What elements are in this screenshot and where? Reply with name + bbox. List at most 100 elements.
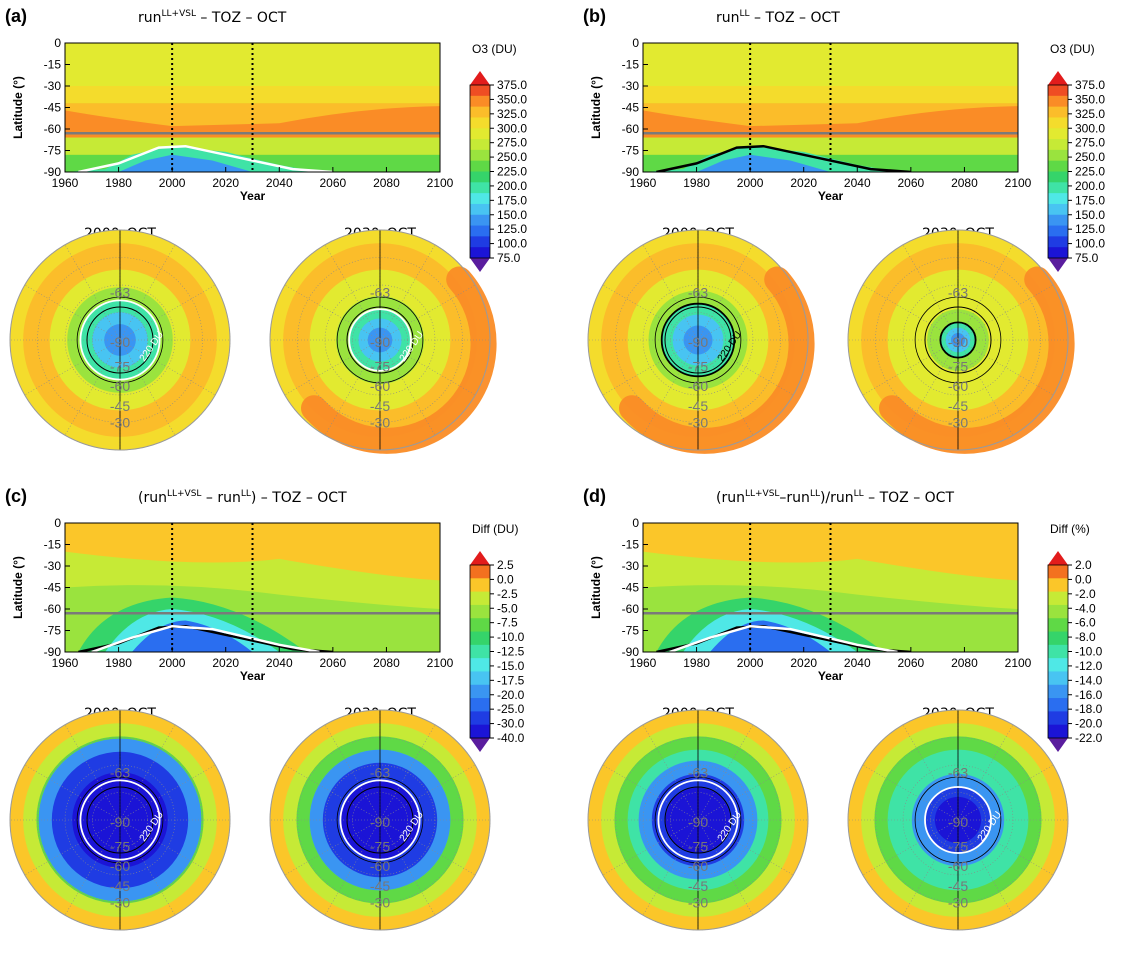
colorbar-tick-label: 100.0 bbox=[497, 237, 527, 251]
x-tick-label: 1980 bbox=[105, 656, 132, 670]
x-tick-label: 1960 bbox=[630, 176, 657, 190]
x-tick-label: 2040 bbox=[844, 656, 871, 670]
ring-label: -90 bbox=[370, 334, 390, 350]
ring-label: -60 bbox=[370, 858, 390, 874]
grid-meridian bbox=[602, 339, 699, 396]
colorbar-tick-label: 0.0 bbox=[497, 572, 514, 586]
ring-label: -45 bbox=[110, 398, 130, 414]
x-axis-label: Year bbox=[818, 189, 844, 203]
y-tick-label: -30 bbox=[44, 79, 62, 93]
grid-meridian bbox=[64, 244, 121, 341]
ring-label: -60 bbox=[948, 858, 968, 874]
grid-meridian bbox=[284, 284, 381, 341]
colorbar-tick-label: 2.5 bbox=[497, 558, 514, 572]
colorbar-segment bbox=[1048, 95, 1068, 108]
plot-title: (runLL+VSL–runLL)/runLL – TOZ – OCT bbox=[716, 489, 954, 506]
circle-63s-outer bbox=[914, 776, 1002, 864]
colorbar-segment bbox=[470, 160, 490, 172]
colorbar-segment bbox=[1048, 203, 1068, 216]
y-tick-label: -90 bbox=[44, 645, 62, 659]
colorbar-segment bbox=[470, 106, 490, 118]
circle-63s-outer bbox=[914, 296, 1002, 384]
grid-meridian bbox=[379, 339, 436, 436]
colorbar-segment bbox=[470, 182, 490, 194]
ring-label: -63 bbox=[370, 285, 390, 301]
y-tick-label: -45 bbox=[622, 581, 640, 595]
panel-label: (d) bbox=[583, 486, 606, 506]
panel-d: (d) (runLL+VSL–runLL)/runLL – TOZ – OCT 19… bbox=[583, 486, 1103, 931]
colorbar-tick-label: -17.5 bbox=[497, 673, 525, 687]
contour-220du bbox=[78, 144, 333, 172]
colorbar-segment bbox=[470, 214, 490, 227]
colorbar-segment bbox=[1048, 644, 1068, 659]
grid-meridian bbox=[862, 819, 959, 876]
grid-meridian bbox=[119, 764, 216, 821]
ring-label: -30 bbox=[688, 895, 708, 911]
y-tick-label: 0 bbox=[632, 36, 639, 50]
colorbar-segment bbox=[470, 724, 490, 739]
colorbar-tick-label: -4.0 bbox=[1075, 601, 1096, 615]
x-tick-label: 2080 bbox=[951, 176, 978, 190]
grid-meridian bbox=[24, 284, 121, 341]
grid-meridian bbox=[119, 339, 176, 436]
x-tick-label: 2060 bbox=[320, 656, 347, 670]
colorbar-min-arrow bbox=[470, 258, 490, 272]
grid-meridian bbox=[957, 819, 1054, 876]
grid-meridian bbox=[324, 724, 381, 821]
y-tick-label: 0 bbox=[54, 36, 61, 50]
polar-outline bbox=[9, 709, 231, 931]
colorbar-segment bbox=[1048, 618, 1068, 633]
colorbar-tick-label: 75.0 bbox=[497, 251, 521, 265]
colorbar-tick-label: 75.0 bbox=[1075, 251, 1099, 265]
grid-meridian bbox=[642, 244, 699, 341]
colorbar-segment bbox=[470, 591, 490, 606]
hovmoller-plot bbox=[65, 523, 440, 652]
colorbar-segment bbox=[470, 193, 490, 205]
colorbar-tick-label: -22.0 bbox=[1075, 731, 1103, 745]
colorbar-tick-label: 300.0 bbox=[1075, 121, 1105, 135]
colorbar-segment bbox=[470, 631, 490, 646]
polar-outline bbox=[587, 229, 809, 451]
grid-meridian bbox=[284, 764, 381, 821]
grid-meridian bbox=[64, 339, 121, 436]
contour-220du-alt bbox=[669, 624, 898, 652]
x-tick-label: 1960 bbox=[630, 656, 657, 670]
y-axis-label: Latitude (°) bbox=[589, 556, 603, 619]
colorbar-title: O3 (DU) bbox=[1050, 42, 1095, 56]
colorbar-tick-label: -12.0 bbox=[1075, 659, 1103, 673]
ozone-hole-core bbox=[696, 154, 831, 172]
colorbar-segment bbox=[1048, 160, 1068, 172]
y-tick-label: -75 bbox=[622, 144, 640, 158]
circle-63s bbox=[664, 306, 732, 374]
polar-outline bbox=[847, 229, 1069, 451]
grid-meridian bbox=[957, 764, 1054, 821]
colorbar-tick-label: -2.0 bbox=[1075, 587, 1096, 601]
x-tick-label: 2040 bbox=[844, 176, 871, 190]
circle-63s-outer bbox=[76, 776, 164, 864]
colorbar-tick-label: -6.0 bbox=[1075, 616, 1096, 630]
ring-label: -45 bbox=[688, 398, 708, 414]
x-tick-label: 1980 bbox=[683, 176, 710, 190]
x-tick-label: 2040 bbox=[266, 656, 293, 670]
hovmoller-plot bbox=[643, 523, 1018, 652]
colorbar-segment bbox=[470, 225, 490, 237]
ring-label: -60 bbox=[110, 858, 130, 874]
y-tick-label: -60 bbox=[44, 602, 62, 616]
ring-label: -75 bbox=[110, 838, 130, 854]
y-tick-label: -75 bbox=[44, 624, 62, 638]
ring-label: -75 bbox=[370, 358, 390, 374]
ozone-maximum-arc bbox=[301, 266, 497, 454]
y-axis-label: Latitude (°) bbox=[11, 76, 25, 139]
grid-meridian bbox=[379, 724, 436, 821]
colorbar-tick-label: -5.0 bbox=[497, 601, 518, 615]
grid-meridian bbox=[902, 724, 959, 821]
ring-label: -75 bbox=[688, 838, 708, 854]
ring-label: -63 bbox=[948, 285, 968, 301]
band bbox=[643, 106, 1018, 138]
grid-meridian bbox=[64, 819, 121, 916]
colorbar-tick-label: 200.0 bbox=[1075, 179, 1105, 193]
